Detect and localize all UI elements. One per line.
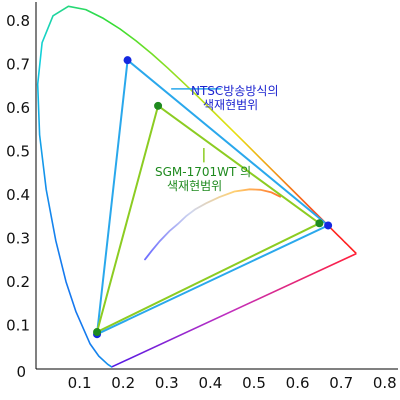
- x-tick-label: 0.5: [242, 374, 266, 392]
- ntsc-annotation-line2: 색재현범위: [203, 98, 258, 112]
- x-tick-label: 0.6: [286, 374, 310, 392]
- spectral-locus: [36, 5, 357, 368]
- primary-point: [154, 101, 163, 110]
- ntsc-annotation-line1: NTSC방송방식의: [191, 84, 279, 98]
- y-tick-label: 0.1: [6, 317, 30, 335]
- x-tick-label: 0.8: [373, 374, 397, 392]
- sgm-annotation-line1: SGM-1701WT 의: [155, 165, 251, 179]
- y-tick-label: 0.3: [6, 230, 30, 248]
- x-tick-label: 0.2: [111, 374, 135, 392]
- x-tick-label: 0.3: [155, 374, 179, 392]
- y-tick-label: 0.4: [6, 186, 30, 204]
- x-tick-label: 0.1: [68, 374, 92, 392]
- gamut-triangle-1: [95, 58, 330, 336]
- y-tick-label: 0.6: [6, 99, 30, 117]
- primary-point: [123, 56, 132, 65]
- gamut-triangles: [93, 56, 333, 339]
- y-tick-label: 0.2: [6, 273, 30, 291]
- x-tick-label: 0.7: [329, 374, 353, 392]
- primary-point: [93, 328, 102, 337]
- planckian-locus-curve: [144, 188, 282, 261]
- x-tick-label: 0.4: [198, 374, 222, 392]
- y-tick-label: 0.7: [6, 56, 30, 74]
- y-tick-label: 0.8: [6, 12, 30, 30]
- line-of-purples: [111, 252, 357, 368]
- sgm-annotation-line2: 색재현범위: [167, 179, 222, 193]
- primary-point: [315, 219, 324, 228]
- y-tick-label: 0.5: [6, 143, 30, 161]
- planckian-locus: [144, 188, 282, 261]
- gamut-triangle-2: [95, 104, 322, 334]
- spectral-locus-curve: [36, 5, 357, 368]
- axes: 0.1 0.2 0.3 0.4 0.5 0.6 0.7 0.8 0.1 0.2 0.3 0.4 0.5 0…: [6, 2, 398, 392]
- origin-label: 0: [16, 363, 26, 381]
- primary-point: [324, 221, 333, 230]
